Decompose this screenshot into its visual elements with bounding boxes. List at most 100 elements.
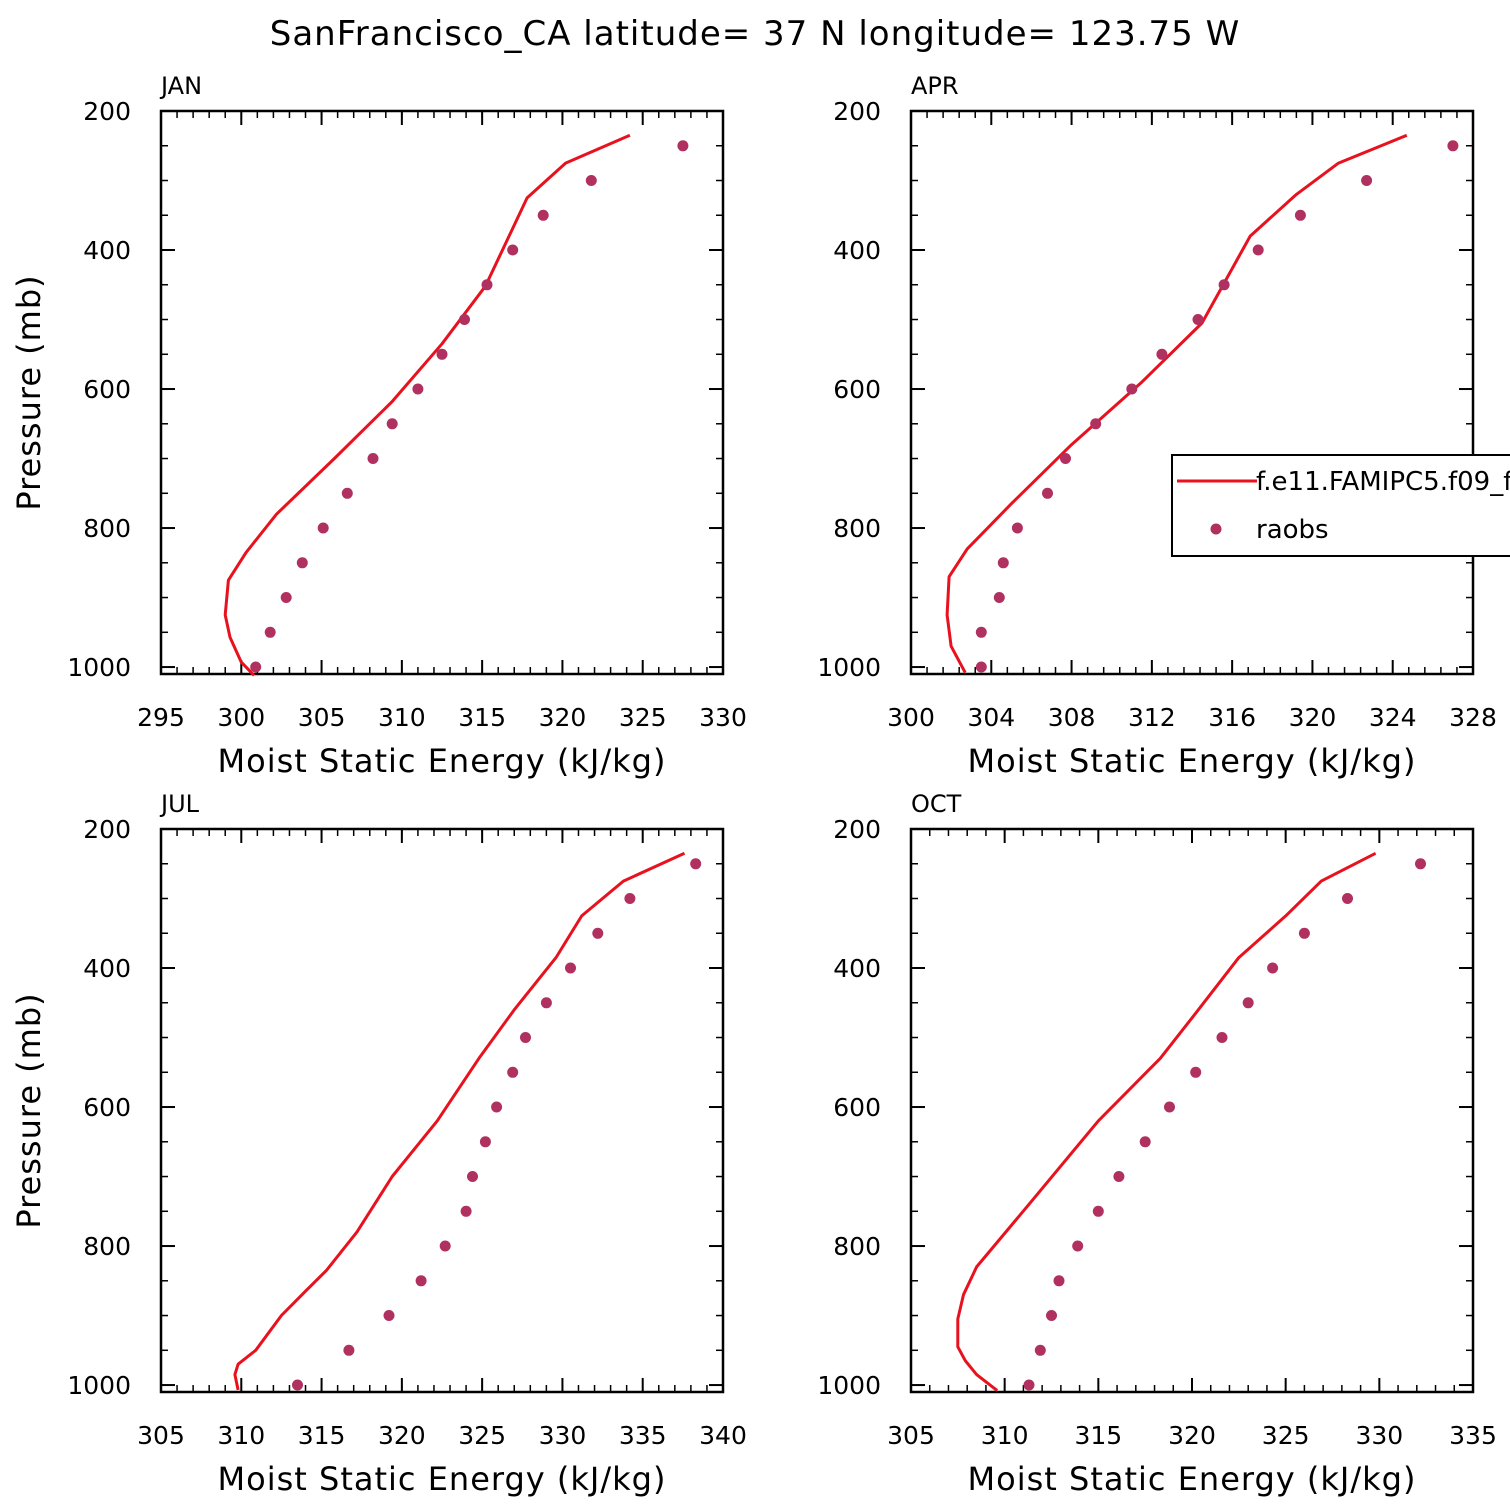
x-tick-label: 310 [981,1421,1029,1450]
data-point-raobs [292,1379,303,1391]
plot-frame [909,109,1475,676]
data-point-raobs [479,1136,491,1148]
data-point-raobs [460,1205,472,1217]
data-point-raobs [1156,348,1168,360]
y-axis-label: Pressure (mb) [10,992,48,1228]
data-point-raobs [507,1066,519,1078]
data-point-raobs [491,1101,503,1113]
data-point-raobs [1046,1310,1057,1321]
data-point-raobs [1415,858,1426,870]
series-line-model [223,133,631,677]
panels: 295 300 305 310 315 320 325 330 200 400 600 800 1000… [10,72,1497,1498]
data-point-raobs [415,1275,427,1287]
x-tick-label: 325 [458,1421,506,1450]
x-tick-label: 335 [619,1421,667,1450]
data-point-raobs [1042,487,1053,499]
data-point-raobs [343,1344,355,1356]
x-tick-label: 320 [1168,1421,1216,1450]
x-tick-label: 315 [1074,1421,1122,1450]
x-tick-label: 320 [378,1421,426,1450]
data-point-raobs [507,244,519,256]
x-tick-label: 305 [298,703,346,732]
x-tick-label: 330 [699,703,747,732]
x-tick-label: 328 [1449,703,1497,732]
data-point-raobs [280,592,292,603]
data-point-raobs [296,557,308,569]
series-line-model [233,851,686,1391]
data-point-raobs [1190,1066,1202,1078]
y-tick-label: 600 [83,375,131,404]
y-tick-label: 400 [833,236,881,265]
data-point-raobs [1216,1032,1228,1043]
data-point-raobs [481,279,493,291]
data-point-raobs [975,626,987,638]
x-tick-label: 304 [967,703,1015,732]
y-axis-label: Pressure (mb) [10,274,48,510]
data-point-raobs [1218,279,1230,291]
x-tick-label: 305 [887,1421,935,1450]
data-point-raobs [459,314,470,325]
plot-frame [159,109,725,676]
y-tick-label: 800 [83,514,131,543]
y-tick-label: 600 [833,1093,881,1122]
y-tick-label: 1000 [817,653,881,682]
data-point-raobs [1113,1171,1125,1182]
data-point-raobs [1447,140,1459,152]
panel-title: JUL [159,790,200,818]
y-tick-label: 400 [833,954,881,983]
plot-frame [909,827,1475,1394]
x-axis-label: Moist Static Energy (kJ/kg) [968,742,1417,780]
y-tick-label: 200 [833,815,881,844]
data-point-raobs [341,487,353,499]
legend-dot-swatch [1210,523,1222,535]
data-point-raobs [367,453,379,464]
data-point-raobs [1252,244,1264,256]
data-point-raobs [1361,175,1373,186]
figure-title: SanFrancisco_CA latitude= 37 N longitude… [270,14,1241,54]
y-tick-label: 200 [83,815,131,844]
data-point-raobs [520,1032,531,1043]
legend-label: raobs [1256,515,1329,545]
y-tick-label: 800 [833,514,881,543]
data-point-raobs [1294,209,1306,221]
data-point-raobs [677,140,689,152]
data-point-raobs [383,1310,395,1321]
data-point-raobs [439,1240,451,1252]
x-axis-label: Moist Static Energy (kJ/kg) [218,1460,667,1498]
x-tick-label: 310 [378,703,426,732]
panel-oct: 305 310 315 320 325 330 335 200 400 600 800 1000 OCT… [817,790,1496,1498]
x-tick-label: 308 [1048,703,1096,732]
x-tick-label: 325 [1262,1421,1310,1450]
data-point-raobs [317,522,329,534]
x-tick-label: 320 [539,703,587,732]
x-tick-label: 295 [137,703,185,732]
series-line-model [945,133,1408,674]
data-point-raobs [412,383,424,395]
data-point-raobs [1192,314,1204,325]
legend: f.e11.FAMIPC5.f09_f09_2000_2013.cam5raob… [1171,454,1510,557]
y-tick-label: 800 [833,1232,881,1261]
x-tick-label: 330 [539,1421,587,1450]
panel-jul: 305 310 315 320 325 330 335 340 200 400 600 800 1000… [10,790,747,1498]
data-point-raobs [540,997,552,1009]
panel-title: APR [911,72,959,100]
y-tick-label: 800 [83,1232,131,1261]
y-tick-label: 600 [833,375,881,404]
panel-jan: 295 300 305 310 315 320 325 330 200 400 600 800 1000… [10,72,747,780]
data-point-raobs [1242,997,1254,1009]
y-tick-label: 1000 [67,653,131,682]
y-tick-label: 400 [83,236,131,265]
y-tick-label: 200 [83,97,131,126]
x-tick-label: 315 [298,1421,346,1450]
data-point-raobs [1126,383,1138,395]
data-point-raobs [1090,418,1102,430]
x-tick-label: 340 [699,1421,747,1450]
x-tick-label: 312 [1128,703,1176,732]
x-tick-label: 300 [217,703,265,732]
data-point-raobs [264,626,276,638]
x-tick-label: 320 [1289,703,1337,732]
data-point-raobs [250,661,262,673]
x-tick-label: 300 [887,703,935,732]
x-axis-label: Moist Static Energy (kJ/kg) [218,742,667,780]
x-tick-label: 324 [1369,703,1417,732]
